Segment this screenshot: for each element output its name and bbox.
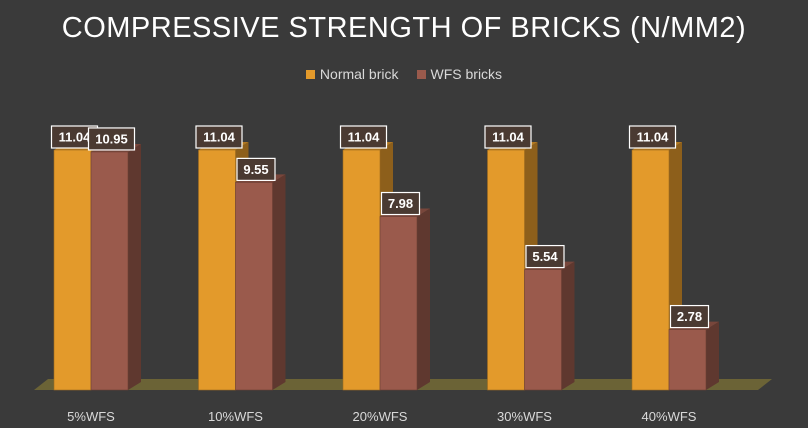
chart-title: COMPRESSIVE STRENGTH OF BRICKS (N/MM2) [61,12,747,44]
bar-side-1-3 [561,261,575,390]
data-label-0-1: 11.04 [203,130,236,145]
data-label-1-1: 9.55 [243,162,268,177]
data-label-1-0: 10.95 [95,131,128,146]
bar-1-2 [379,216,418,391]
data-label-1-3: 5.54 [532,249,558,264]
data-label-box-1-3 [525,244,565,269]
legend-label-wfs-bricks: WFS bricks [430,66,503,82]
bar-1-4 [668,329,707,391]
data-label-1-4: 2.78 [677,309,702,324]
bar-side-1-2 [417,208,430,390]
x-tick-label-0: 5%WFS [67,409,115,424]
x-tick-label-1: 10%WFS [208,409,263,424]
bar-1-3 [524,269,562,391]
data-label-1-2: 7.98 [388,196,413,211]
legend-item-normal-brick: Normal brick [305,66,399,82]
legend-item-wfs-bricks: WFS bricks [416,66,503,82]
legend-label-normal-brick: Normal brick [319,66,399,82]
x-tick-label-2: 20%WFS [353,409,408,424]
data-label-box-0-4 [628,125,677,149]
data-label-box-1-1 [236,157,276,181]
legend-swatch-normal-brick [305,69,315,79]
bar-0-3 [487,149,525,391]
data-label-0-2: 11.04 [348,130,381,145]
data-label-0-4: 11.04 [637,130,670,145]
bar-side-1-1 [272,174,286,390]
bar-0-2 [342,149,381,391]
bar-0-0 [53,149,92,391]
bar-0-1 [198,149,236,391]
data-label-box-0-3 [484,125,532,149]
legend: Normal brick WFS bricks [0,66,808,82]
x-tick-label-4: 40%WFS [642,409,697,424]
bar-side-1-4 [706,321,719,390]
data-label-0-0: 11.04 [59,130,92,145]
data-label-box-0-2 [339,125,388,149]
x-tick-label-3: 30%WFS [497,409,552,424]
data-label-box-1-2 [380,191,421,216]
data-label-box-1-4 [669,304,710,329]
data-label-box-1-0 [87,127,136,151]
data-label-box-0-1 [195,125,243,149]
data-label-0-3: 11.04 [492,130,525,145]
bar-1-0 [90,151,129,391]
bar-side-1-0 [128,143,141,390]
legend-swatch-wfs-bricks [416,69,426,79]
bar-0-4 [631,149,670,391]
bar-1-1 [235,182,273,391]
